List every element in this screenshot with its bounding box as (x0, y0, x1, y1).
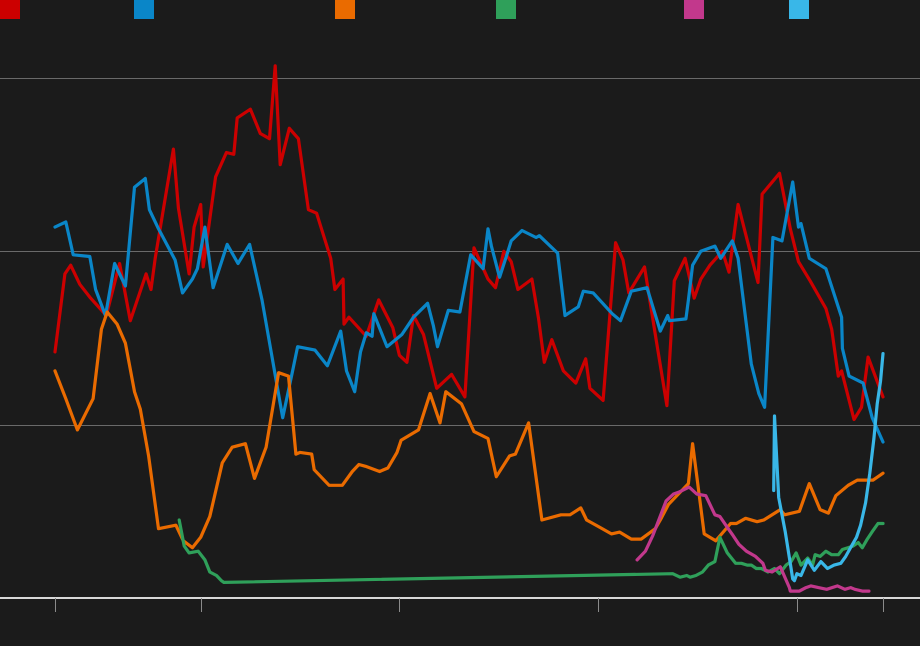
series-line-3 (53, 310, 885, 550)
series-line-4 (177, 518, 885, 585)
legend-swatch-4 (496, 0, 516, 19)
series-line-5 (635, 485, 871, 593)
legend-swatch-6 (789, 0, 809, 19)
legend-swatch-5 (684, 0, 704, 19)
legend-swatch-2 (134, 0, 154, 19)
series-line-1 (53, 64, 885, 422)
legend-swatch-3 (335, 0, 355, 19)
x-axis (0, 597, 920, 612)
series-line-6 (772, 352, 885, 583)
series-line-2 (53, 176, 885, 444)
series-lines (53, 64, 885, 593)
gridlines (0, 78, 920, 426)
legend-swatch-1 (0, 0, 20, 19)
legend (0, 0, 809, 19)
